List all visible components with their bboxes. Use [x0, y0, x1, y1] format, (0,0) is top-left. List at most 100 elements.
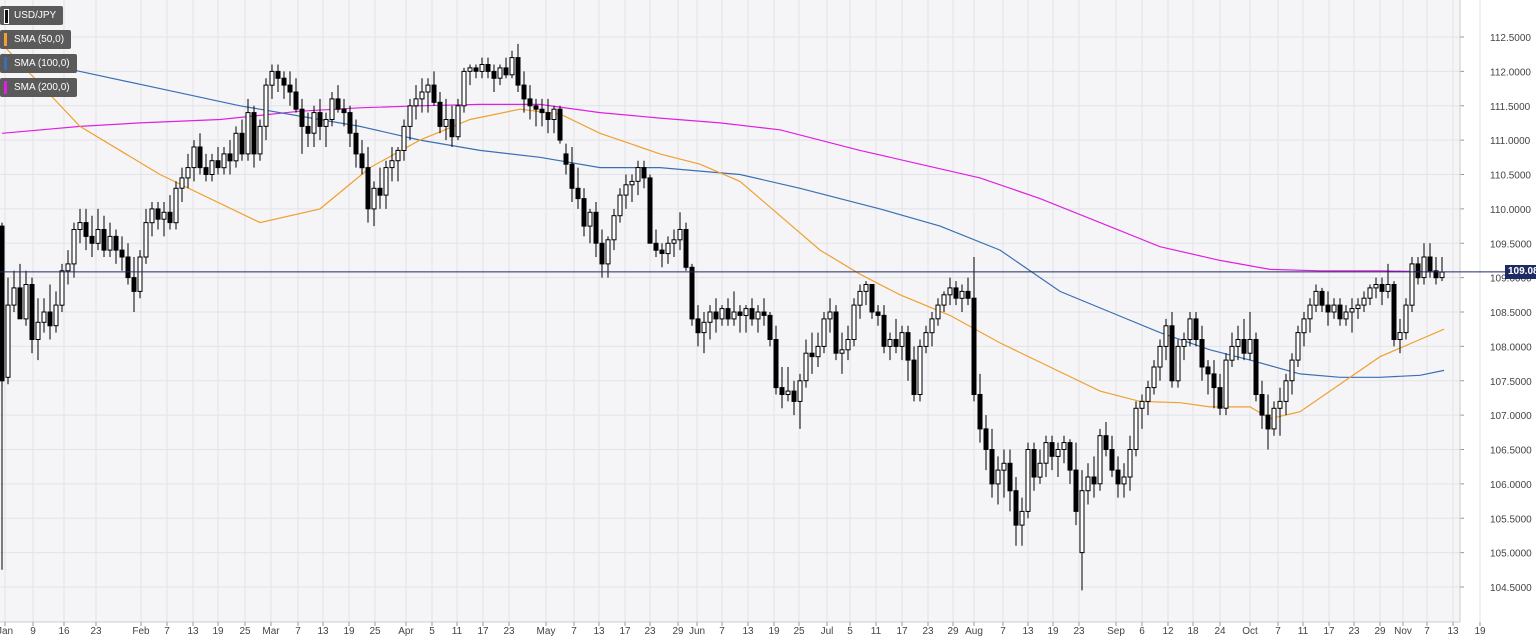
candle-up: [1163, 325, 1169, 347]
candle-down: [593, 211, 599, 244]
candle-down: [875, 311, 881, 316]
candle-down: [521, 84, 527, 100]
candle-up: [329, 98, 335, 121]
y-tick-label: 106.5000: [1490, 446, 1532, 457]
candle-down: [761, 311, 767, 316]
candle-up: [425, 84, 431, 93]
candle-down: [971, 297, 977, 396]
x-tick-label: 23: [503, 626, 515, 637]
candle-up: [845, 339, 851, 351]
candle-down: [1337, 304, 1343, 320]
candle-up: [851, 304, 857, 341]
x-tick-label: Mar: [262, 626, 280, 637]
candle-up: [1361, 297, 1367, 306]
x-tick-label: 19: [343, 626, 355, 637]
candle-up: [1001, 462, 1007, 471]
candle-up: [59, 270, 65, 306]
candle-down: [695, 318, 701, 334]
candle-down: [287, 84, 293, 93]
candle-up: [401, 125, 407, 152]
candle-down: [545, 112, 551, 120]
candle-up: [41, 311, 47, 323]
candle-down: [473, 67, 479, 72]
candle-up: [1307, 304, 1313, 320]
candle-up: [1277, 400, 1283, 409]
legend-item-sma50[interactable]: SMA (50,0): [0, 30, 72, 49]
candle-down: [659, 249, 665, 255]
x-tick-label: 19: [768, 626, 780, 637]
candle-down: [365, 167, 371, 210]
candle-down: [125, 256, 131, 279]
candle-down: [569, 163, 575, 189]
candle-up: [677, 229, 683, 241]
candle-down: [713, 311, 719, 320]
candle-up: [1181, 339, 1187, 347]
x-tick-label: 29: [1374, 626, 1386, 637]
candle-up: [233, 132, 239, 162]
candle-up: [815, 345, 821, 358]
candle-down: [989, 449, 995, 485]
candle-up: [629, 180, 635, 186]
candle-down: [377, 187, 383, 196]
y-tick-label: 108.0000: [1490, 342, 1532, 353]
candle-up: [467, 67, 473, 72]
candle-up: [1295, 332, 1301, 361]
candle-up: [77, 222, 83, 231]
candle-down: [275, 70, 281, 79]
x-tick-label: 7: [164, 626, 170, 637]
candle-down: [281, 77, 287, 86]
legend-item-sma200[interactable]: SMA (200,0): [0, 78, 77, 97]
candle-up: [461, 70, 467, 107]
x-tick-label: 7: [295, 626, 301, 637]
candle-down: [335, 98, 341, 110]
legend-item-sma100[interactable]: SMA (100,0): [0, 54, 77, 73]
candle-down: [1379, 284, 1385, 292]
candle-down: [359, 153, 365, 169]
candle-up: [785, 390, 791, 396]
x-tick-label: 17: [896, 626, 908, 637]
candle-up: [1097, 435, 1103, 485]
x-tick-label: 11: [871, 626, 882, 637]
candle-down: [791, 390, 797, 402]
candle-up: [941, 294, 947, 306]
candle-down: [1115, 469, 1121, 485]
y-tick-label: 112.0000: [1490, 67, 1531, 78]
candle-down: [155, 208, 161, 220]
x-tick-label: 25: [793, 626, 805, 637]
candle-up: [1355, 304, 1361, 310]
candle-up: [917, 345, 923, 395]
candle-down: [779, 387, 785, 396]
candle-up: [797, 380, 803, 402]
candle-up: [1187, 318, 1193, 340]
candle-down: [527, 98, 533, 107]
x-tick-label: Sep: [1107, 626, 1125, 637]
x-tick-label: 16: [58, 626, 70, 637]
candle-down: [449, 119, 455, 138]
candle-up: [1061, 442, 1067, 451]
y-tick-label: 111.5000: [1490, 102, 1531, 113]
candle-down: [101, 229, 107, 251]
candle-down: [0, 225, 5, 382]
candle-up: [935, 304, 941, 320]
candle-up: [1385, 284, 1391, 292]
candle-up: [605, 239, 611, 265]
x-tick-label: Jul: [821, 626, 834, 637]
candle-up: [263, 84, 269, 127]
candle-down: [641, 167, 647, 179]
legend-swatch: [4, 81, 7, 94]
x-tick-label: 13: [593, 626, 605, 637]
x-tick-label: 5: [847, 626, 853, 637]
candle-up: [137, 256, 143, 292]
candle-down: [1205, 366, 1211, 375]
candle-up: [11, 287, 17, 306]
candle-up: [719, 308, 725, 320]
candle-up: [1139, 400, 1145, 409]
x-tick-label: 17: [477, 626, 489, 637]
x-tick-label: 7: [719, 626, 725, 637]
y-tick-label: 105.0000: [1490, 549, 1532, 560]
candle-up: [1367, 287, 1373, 299]
legend-item-usdjpy[interactable]: USD/JPY: [0, 6, 64, 25]
candle-up: [929, 318, 935, 334]
candle-up: [947, 287, 953, 296]
